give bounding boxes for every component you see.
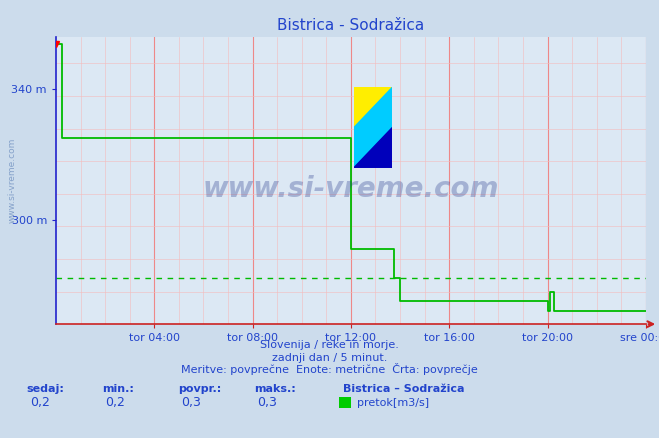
Polygon shape bbox=[354, 88, 392, 168]
Title: Bistrica - Sodražica: Bistrica - Sodražica bbox=[277, 18, 424, 33]
Text: povpr.:: povpr.: bbox=[178, 384, 221, 394]
Text: Meritve: povprečne  Enote: metrične  Črta: povprečje: Meritve: povprečne Enote: metrične Črta:… bbox=[181, 363, 478, 375]
Text: 0,3: 0,3 bbox=[257, 396, 277, 410]
Text: pretok[m3/s]: pretok[m3/s] bbox=[357, 398, 429, 408]
Text: www.si-vreme.com: www.si-vreme.com bbox=[7, 138, 16, 223]
Text: zadnji dan / 5 minut.: zadnji dan / 5 minut. bbox=[272, 353, 387, 364]
Polygon shape bbox=[354, 88, 392, 127]
Text: sedaj:: sedaj: bbox=[26, 384, 64, 394]
Text: www.si-vreme.com: www.si-vreme.com bbox=[203, 175, 499, 203]
Text: Slovenija / reke in morje.: Slovenija / reke in morje. bbox=[260, 340, 399, 350]
Text: min.:: min.: bbox=[102, 384, 134, 394]
Polygon shape bbox=[354, 127, 392, 168]
Text: 0,2: 0,2 bbox=[105, 396, 125, 410]
Text: maks.:: maks.: bbox=[254, 384, 295, 394]
Text: 0,2: 0,2 bbox=[30, 396, 49, 410]
Text: Bistrica – Sodražica: Bistrica – Sodražica bbox=[343, 384, 464, 394]
Text: 0,3: 0,3 bbox=[181, 396, 201, 410]
